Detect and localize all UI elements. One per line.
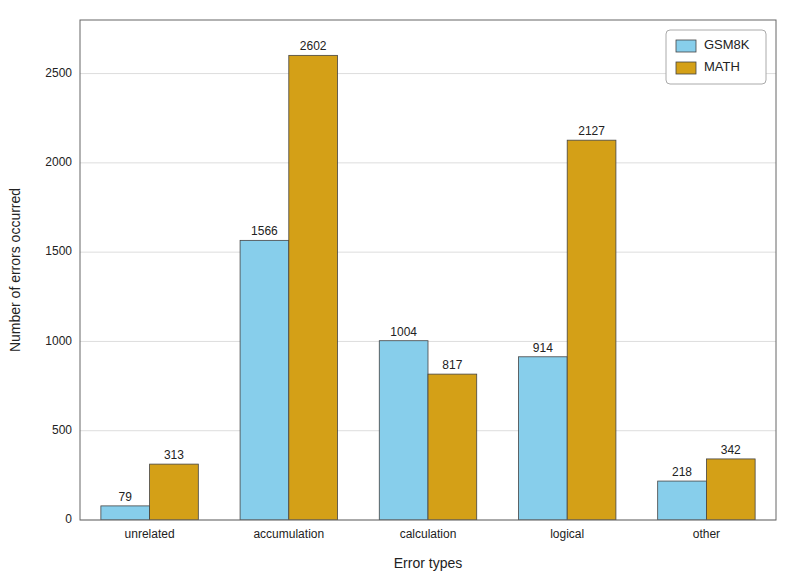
bar [101,506,150,520]
x-axis-title: Error types [394,555,462,571]
data-label: 342 [721,443,741,457]
legend-swatch [676,40,696,52]
data-label: 313 [164,448,184,462]
x-tick-label: other [693,527,720,541]
legend-label: MATH [704,59,740,74]
x-tick-label: logical [550,527,584,541]
bar [289,55,338,520]
grid-line [80,252,776,253]
data-label: 1566 [251,224,278,238]
legend-swatch [676,62,696,74]
legend-label: GSM8K [704,37,750,52]
bar [240,240,289,520]
bar [567,140,616,520]
data-label: 218 [672,465,692,479]
data-label: 1004 [390,325,417,339]
y-axis-title: Number of errors occurred [7,188,23,352]
bar [518,357,567,520]
plot-frame [80,20,776,520]
data-labels: 79 1566 1004 914 218 313 2602 817 2127 342 [119,39,742,504]
bar [706,459,755,520]
x-tick-label: calculation [400,527,457,541]
data-label: 79 [119,490,133,504]
grid-line [80,162,776,163]
data-label: 817 [442,358,462,372]
axes: 0 500 1000 1500 2000 2500 unrelated accumulatio… [45,66,720,541]
y-tick-label: 2000 [45,155,72,169]
data-label: 2602 [300,39,327,53]
bar [150,464,199,520]
y-tick-label: 2500 [45,66,72,80]
bar [658,481,707,520]
bar [379,341,428,520]
grid [80,74,776,520]
legend-box [666,30,766,84]
y-tick-label: 1500 [45,244,72,258]
plot-background [80,20,776,520]
y-tick-label: 500 [52,423,72,437]
data-label: 914 [533,341,553,355]
chart-svg: 0 500 1000 1500 2000 2500 unrelated accumulatio… [0,0,796,582]
y-tick-label: 0 [65,512,72,526]
x-tick-label: unrelated [125,527,175,541]
legend: GSM8K MATH [666,30,766,84]
bar [428,374,477,520]
y-tick-label: 1000 [45,334,72,348]
data-label: 2127 [578,124,605,138]
chart-container: 0 500 1000 1500 2000 2500 unrelated accumulatio… [0,0,796,582]
bars [101,55,755,520]
x-tick-label: accumulation [253,527,324,541]
